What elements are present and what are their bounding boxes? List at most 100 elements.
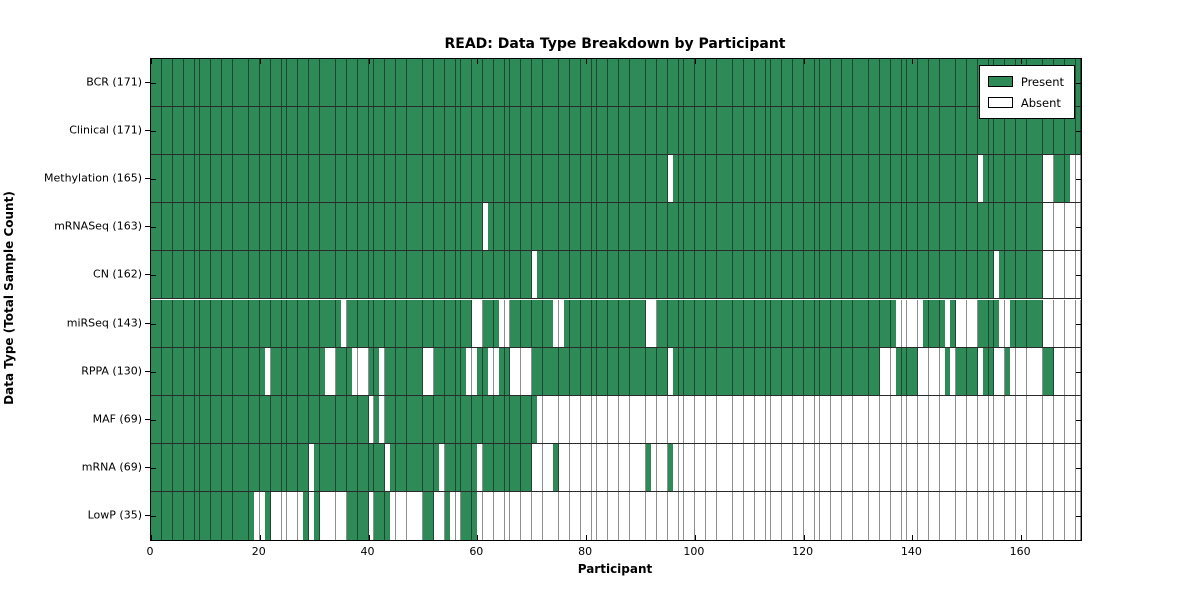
y-tick-mark-outer — [145, 226, 150, 228]
heatmap-cell — [1075, 251, 1081, 299]
heatmap-cell — [689, 299, 696, 347]
heatmap-cell — [227, 59, 234, 107]
heatmap-cell — [303, 443, 310, 491]
heatmap-cell — [455, 203, 462, 251]
heatmap-row-mrnaseq — [151, 203, 1081, 252]
heatmap-cell — [689, 251, 696, 299]
heatmap-cell — [537, 203, 544, 251]
legend-present-swatch — [987, 76, 1013, 87]
heatmap-cell — [537, 155, 544, 203]
x-tick-label-140: 140 — [900, 545, 922, 558]
heatmap-row-rppa — [151, 347, 1081, 396]
heatmap-cell — [379, 59, 386, 107]
heatmap-cell — [689, 491, 696, 540]
heatmap-cell — [379, 251, 386, 299]
heatmap-cell — [765, 107, 772, 155]
heatmap-cell — [999, 155, 1006, 203]
heatmap-cell — [303, 299, 310, 347]
legend-absent-label: Absent — [1020, 95, 1061, 110]
heatmap-cell — [999, 107, 1006, 155]
y-tick-label-mrna: mRNA (69) — [81, 460, 142, 474]
y-tick-label-mirseq: miRSeq (143) — [66, 316, 142, 330]
heatmap-cell — [227, 395, 234, 443]
heatmap-cell — [1075, 155, 1081, 203]
heatmap-cell — [537, 491, 544, 540]
heatmap-cell — [303, 155, 310, 203]
y-tick-mark — [151, 371, 156, 373]
heatmap-cell — [1075, 299, 1081, 347]
heatmap-cell — [847, 347, 854, 395]
heatmap-cell — [303, 395, 310, 443]
heatmap-cell — [1075, 443, 1081, 491]
y-tick-mark-outer — [145, 418, 150, 420]
y-tick-mark-outer — [145, 466, 150, 468]
heatmap-cell — [923, 251, 930, 299]
heatmap-cell — [999, 203, 1006, 251]
heatmap-cell — [303, 107, 310, 155]
heatmap-cell — [379, 203, 386, 251]
x-tick-mark — [912, 59, 914, 64]
heatmap-cell — [227, 491, 234, 540]
heatmap-cell — [923, 395, 930, 443]
heatmap-cell — [613, 203, 620, 251]
y-tick-mark — [1076, 515, 1081, 517]
x-tick-label-80: 80 — [578, 545, 593, 558]
heatmap-cell — [689, 107, 696, 155]
y-tick-mark — [1076, 83, 1081, 85]
heatmap-cell — [847, 299, 854, 347]
heatmap-cell — [999, 443, 1006, 491]
heatmap-cell — [455, 395, 462, 443]
y-tick-mark — [151, 131, 156, 133]
x-tick-label-60: 60 — [469, 545, 484, 558]
heatmap-cell — [613, 299, 620, 347]
y-tick-mark — [1076, 179, 1081, 181]
heatmap-cell — [613, 107, 620, 155]
heatmap-cell — [847, 107, 854, 155]
x-tick-mark — [694, 535, 696, 540]
heatmap-cell — [613, 155, 620, 203]
heatmap-cell — [923, 59, 930, 107]
heatmap-cell — [765, 491, 772, 540]
heatmap-cell — [303, 251, 310, 299]
heatmap-cell — [227, 251, 234, 299]
heatmap-cell — [227, 155, 234, 203]
heatmap-cell — [689, 155, 696, 203]
heatmap-cell — [689, 443, 696, 491]
heatmap-cell — [999, 347, 1006, 395]
y-tick-mark — [151, 323, 156, 325]
y-tick-mark — [151, 83, 156, 85]
heatmap-cell — [227, 203, 234, 251]
heatmap-cell — [613, 347, 620, 395]
y-tick-mark-outer — [145, 82, 150, 84]
y-tick-label-lowp: LowP (35) — [87, 508, 142, 522]
heatmap-row-lowp — [151, 491, 1081, 540]
heatmap-cell — [537, 107, 544, 155]
chart-title: READ: Data Type Breakdown by Participant — [444, 36, 786, 52]
heatmap-cell — [227, 347, 234, 395]
heatmap-cell — [379, 491, 386, 540]
x-tick-label-160: 160 — [1009, 545, 1031, 558]
y-tick-label-bcr: BCR (171) — [86, 75, 142, 89]
heatmap-cell — [765, 203, 772, 251]
heatmap-cell — [303, 491, 310, 540]
heatmap-cell — [765, 299, 772, 347]
legend-entry-absent: Absent — [987, 92, 1064, 113]
heatmap-cell — [847, 59, 854, 107]
heatmap-cell — [455, 251, 462, 299]
y-tick-mark — [151, 467, 156, 469]
heatmap-cell — [1075, 59, 1081, 107]
heatmap-row-clinical — [151, 107, 1081, 156]
y-tick-mark-outer — [145, 514, 150, 516]
heatmap-cell — [455, 107, 462, 155]
heatmap-cell — [227, 443, 234, 491]
heatmap-row-maf — [151, 395, 1081, 444]
heatmap-cell — [613, 395, 620, 443]
heatmap-cell — [1075, 347, 1081, 395]
heatmap-cell — [303, 59, 310, 107]
heatmap-cell — [613, 251, 620, 299]
y-tick-mark-outer — [145, 130, 150, 132]
heatmap-cell — [537, 395, 544, 443]
x-tick-label-120: 120 — [792, 545, 814, 558]
y-tick-mark — [151, 179, 156, 181]
